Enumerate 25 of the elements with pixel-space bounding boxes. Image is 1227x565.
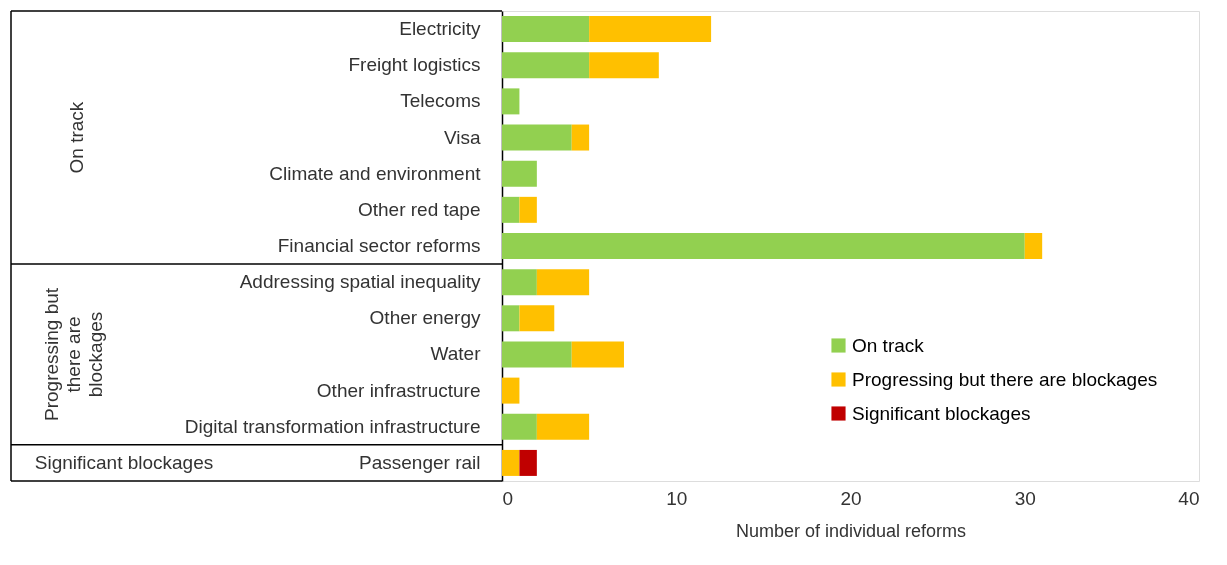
x-tick-label: 10 xyxy=(666,487,688,509)
y-tick-label: Water xyxy=(430,343,482,365)
legend-label: Significant blockages xyxy=(852,402,1031,424)
y-tick-label: Telecoms xyxy=(400,90,481,112)
x-tick-label: 0 xyxy=(502,487,514,509)
x-axis-title: Number of individual reforms xyxy=(735,520,967,541)
y-tick-label: Electricity xyxy=(399,18,481,40)
y-tick-label: Freight logistics xyxy=(348,54,481,76)
legend-label: On track xyxy=(852,334,925,356)
text: Significant blockages xyxy=(34,451,214,473)
y-tick-label: Digital transformation infrastructure xyxy=(184,415,481,437)
y-tick-label: Other red tape xyxy=(357,198,481,220)
y-tick-label: Climate and environment xyxy=(269,162,482,184)
y-tick-label: Addressing spatial inequality xyxy=(239,271,481,293)
x-tick-label: 40 xyxy=(1178,487,1200,509)
text: On track xyxy=(66,101,87,174)
y-tick-label: Financial sector reforms xyxy=(277,235,481,256)
y-tick-label: Visa xyxy=(443,126,481,148)
text: Progressing but there are blockages xyxy=(41,287,106,421)
legend-label: Progressing but there are blockages xyxy=(852,368,1158,390)
x-tick-label: 20 xyxy=(840,487,862,509)
y-tick-label: Other energy xyxy=(369,307,481,329)
y-tick-label: Passenger rail xyxy=(359,451,481,473)
x-tick-label: 30 xyxy=(1014,487,1036,509)
y-tick-label: Other infrastructure xyxy=(316,379,481,401)
